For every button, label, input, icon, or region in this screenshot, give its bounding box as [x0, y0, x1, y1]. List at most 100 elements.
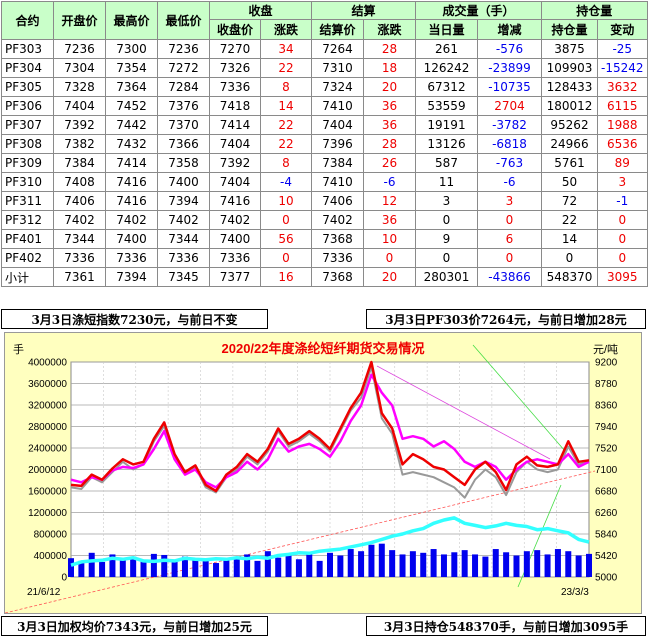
open-interest-line — [70, 516, 590, 567]
cell-oi-chg: 0 — [597, 229, 648, 249]
cell-high: 7402 — [105, 210, 158, 230]
cell-open: 7384 — [53, 153, 106, 173]
cell-volume-chg: 2704 — [477, 96, 542, 116]
cell-open: 7392 — [53, 115, 106, 135]
cell-low: 7366 — [157, 134, 210, 154]
table-row: PF306 7404 7452 7376 7418 14 7410 36 53559 2704 18… — [1, 96, 648, 116]
header-close-chg: 涨跌 — [260, 19, 312, 40]
header-settle-group: 结算 — [311, 1, 416, 20]
cell-close-chg: 10 — [260, 191, 312, 211]
cell-oi-chg: 0 — [597, 210, 648, 230]
volume-bar — [316, 560, 323, 577]
table-row: PF401 7344 7400 7344 7400 56 7368 10 9 6 14 0 — [1, 229, 648, 249]
table-row: PF402 7336 7336 7336 7336 0 7336 0 0 0 0 0 — [1, 248, 648, 268]
cell-low: 7345 — [157, 267, 210, 287]
right-tick-label: 7940 — [595, 422, 618, 433]
volume-bar — [389, 550, 396, 577]
cell-oi-chg: 1988 — [597, 115, 648, 135]
close-price-line — [70, 366, 590, 499]
cell-close: 7400 — [209, 229, 261, 249]
cell-volume-chg: -23899 — [477, 58, 542, 78]
cell-low: 7284 — [157, 77, 210, 97]
cell-high: 7416 — [105, 172, 158, 192]
table-row: PF308 7382 7432 7366 7404 22 7396 28 13126 -6818 2… — [1, 134, 648, 154]
volume-bar — [347, 549, 354, 577]
cell-oi: 50 — [541, 172, 598, 192]
cell-oi: 22 — [541, 210, 598, 230]
volume-bar — [554, 549, 561, 577]
cell-low: 7394 — [157, 191, 210, 211]
cell-settle-chg: 28 — [363, 39, 416, 59]
left-tick-label: 4000000 — [28, 358, 67, 369]
volume-bar — [88, 552, 95, 577]
volume-bar — [472, 554, 479, 577]
cell-oi-chg: 3632 — [597, 77, 648, 97]
cell-volume: 126242 — [415, 58, 478, 78]
volume-bar — [430, 549, 437, 577]
cell-oi: 0 — [541, 248, 598, 268]
volume-bar — [409, 551, 416, 577]
cell-volume-chg: -3782 — [477, 115, 542, 135]
cell-high: 7394 — [105, 267, 158, 287]
right-tick-label: 8780 — [595, 379, 618, 390]
volume-bar — [399, 554, 406, 577]
left-tick-label: 1600000 — [28, 487, 67, 498]
cell-volume: 261 — [415, 39, 478, 59]
volume-bar — [119, 559, 126, 577]
cell-high: 7416 — [105, 191, 158, 211]
trend-line-rising — [4, 470, 596, 614]
cell-high: 7300 — [105, 39, 158, 59]
left-tick-label: 400000 — [34, 551, 68, 562]
cell-volume: 280301 — [415, 267, 478, 287]
cell-close: 7377 — [209, 267, 261, 287]
volume-bar — [451, 552, 458, 577]
cell-contract: PF307 — [1, 115, 54, 135]
cell-settle-chg: 0 — [363, 248, 416, 268]
volume-bar — [130, 556, 137, 577]
cell-oi: 14 — [541, 229, 598, 249]
header-volume-chg: 增减 — [477, 19, 542, 40]
futures-quote-table: 合约 开盘价 最高价 最低价 收盘 结算 成交量（手） 持仓量 收盘价 涨跌 结… — [1, 1, 648, 287]
volume-bar — [492, 549, 499, 577]
cell-settle: 7336 — [311, 248, 364, 268]
settle-price-line — [70, 360, 590, 493]
cell-settle-chg: 26 — [363, 153, 416, 173]
header-open: 开盘价 — [53, 1, 106, 40]
cell-open: 7344 — [53, 229, 106, 249]
right-tick-label: 5840 — [595, 530, 618, 541]
volume-bar — [327, 552, 333, 577]
cell-volume: 587 — [415, 153, 478, 173]
cell-close: 7402 — [209, 210, 261, 230]
left-tick-label: 2000000 — [28, 465, 67, 476]
cell-contract: PF311 — [1, 191, 54, 211]
cell-settle-chg: 18 — [363, 58, 416, 78]
cell-volume-chg: -6 — [477, 172, 542, 192]
volume-bar — [586, 553, 592, 577]
left-tick-label: 2800000 — [28, 422, 67, 433]
cell-volume: 13126 — [415, 134, 478, 154]
cell-high: 7364 — [105, 77, 158, 97]
x-label-end: 23/3/3 — [561, 587, 589, 598]
cell-low: 7400 — [157, 172, 210, 192]
cell-close-chg: 16 — [260, 267, 312, 287]
cell-close: 7404 — [209, 134, 261, 154]
left-tick-label: 3200000 — [28, 401, 67, 412]
volume-bar — [181, 556, 188, 577]
cell-settle: 7368 — [311, 229, 364, 249]
cell-close-chg: 8 — [260, 153, 312, 173]
cell-contract: PF306 — [1, 96, 54, 116]
chart-title: 2020/22年度涤纶短纤期货交易情况 — [222, 341, 425, 356]
header-oi: 持仓量 — [541, 19, 598, 40]
cell-close: 7336 — [209, 248, 261, 268]
right-tick-label: 7520 — [595, 444, 618, 455]
cell-close-chg: 0 — [260, 210, 312, 230]
x-label-start: 21/6/12 — [27, 587, 61, 598]
cell-settle: 7368 — [311, 267, 364, 287]
trend-line-green — [472, 344, 566, 452]
cell-close-chg: 22 — [260, 134, 312, 154]
header-close-group: 收盘 — [209, 1, 312, 20]
banner-weighted-avg: 3月3日加权均价7343元，与前日增加25元 — [1, 616, 268, 636]
cell-contract: PF305 — [1, 77, 54, 97]
cell-settle-chg: 20 — [363, 77, 416, 97]
cell-high: 7400 — [105, 229, 158, 249]
